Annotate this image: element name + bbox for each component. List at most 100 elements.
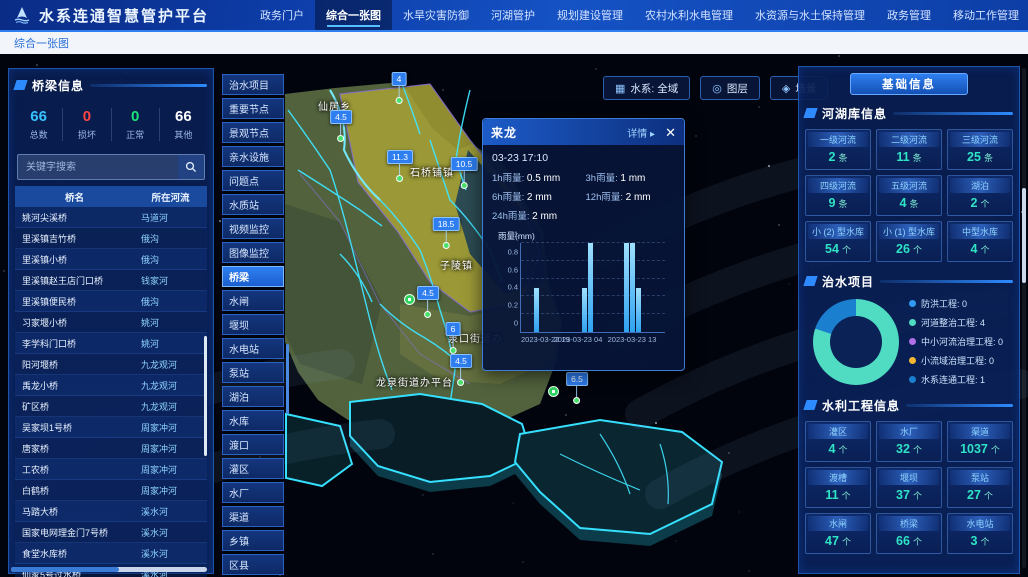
map-marker[interactable]: 18.5 [432,217,460,249]
river-cell: 姚河 [141,338,160,349]
layer-menu-item[interactable]: 治水项目 [222,74,284,95]
layer-menu-item[interactable]: 区县 [222,554,284,575]
table-vertical-scrollbar[interactable] [204,336,207,456]
map-control-button[interactable]: ▦ 水系: 全域 [603,76,691,100]
rain-bar[interactable] [630,243,635,332]
table-row[interactable]: 白鹤桥 周家冲河 [15,480,207,501]
table-row[interactable]: 里溪镇便民桥 俄沟 [15,291,207,312]
nav-tab[interactable]: 移动工作管理 [953,10,1020,22]
table-row[interactable]: 禹龙小桥 九龙观河 [15,375,207,396]
search-button[interactable] [178,155,204,179]
projects-donut-chart[interactable] [813,298,899,385]
table-row[interactable]: 姚河尖溪桥 马道河 [15,207,207,228]
map-marker[interactable]: 6 [445,322,461,354]
table-row[interactable]: 矿区桥 九龙观河 [15,396,207,417]
stat-value: 66 [30,107,47,125]
layer-menu-item[interactable]: 图像监控 [222,242,284,263]
close-icon[interactable]: ✕ [665,124,676,140]
stat-card[interactable]: 水厂 32 个 [876,421,942,462]
table-row[interactable]: 马踏大桥 溪水河 [15,501,207,522]
stat-card[interactable]: 小 (2) 型水库 54 个 [805,221,871,262]
layer-menu-item[interactable]: 乡镇 [222,530,284,551]
map-marker[interactable]: 4.5 [330,110,352,142]
rain-bar[interactable] [534,287,539,332]
popup-detail-link[interactable]: 详情 ▸ [627,128,656,140]
layer-menu-item[interactable]: 灌区 [222,458,284,479]
table-row[interactable]: 里溪镇吉竹桥 俄沟 [15,228,207,249]
map-marker[interactable]: 4.5 [450,354,472,386]
rain-bar[interactable] [582,287,587,332]
map-marker[interactable]: 10.5 [450,157,478,189]
table-row[interactable]: 工农桥 周家冲河 [15,459,207,480]
table-row[interactable]: 阳河堰桥 九龙观河 [15,354,207,375]
layer-menu-item[interactable]: 水质站 [222,194,284,215]
stat-card[interactable]: 泵站 27 个 [947,467,1013,508]
rain-bar[interactable] [636,287,641,332]
stat-card[interactable]: 桥梁 66 个 [876,513,942,554]
map-control-button[interactable]: ◎ 图层 [700,76,760,100]
layer-menu-item[interactable]: 水库 [222,410,284,431]
stat-card[interactable]: 二级河流 11 条 [876,129,942,170]
map-marker[interactable]: 4.5 [417,286,439,318]
stat-card[interactable]: 堰坝 37 个 [876,467,942,508]
nav-tab[interactable]: 政务管理 [887,10,932,22]
layer-menu-item[interactable]: 景观节点 [222,122,284,143]
nav-tab[interactable]: 规划建设管理 [557,10,624,22]
nav-tab[interactable]: 水资源与水土保持管理 [755,10,866,22]
table-row[interactable]: 里溪镇小桥 俄沟 [15,249,207,270]
table-row[interactable]: 吴家坝1号桥 周家冲河 [15,417,207,438]
layer-menu-item[interactable]: 湖泊 [222,386,284,407]
nav-tab[interactable]: 农村水利水电管理 [645,10,734,22]
map-marker[interactable]: 11.3 [387,150,413,182]
right-panel-scrollbar[interactable] [1022,68,1026,568]
stat-card[interactable]: 渡槽 11 个 [805,467,871,508]
map-marker[interactable]: 6.5 [566,372,588,404]
stat-card[interactable]: 三级河流 25 条 [947,129,1013,170]
stat-card[interactable]: 小 (1) 型水库 26 个 [876,221,942,262]
layer-menu-item[interactable]: 桥梁 [222,266,284,287]
camera-icon[interactable] [548,386,559,397]
map-marker[interactable]: 4 [391,72,407,104]
rain-bar[interactable] [588,243,593,332]
basic-info-button[interactable]: 基础信息 [850,73,968,95]
stat-card[interactable]: 水闸 47 个 [805,513,871,554]
stat-card[interactable]: 渠道 1037 个 [947,421,1013,462]
metric-value: 2 mm [532,211,558,222]
layer-menu-item[interactable]: 重要节点 [222,98,284,119]
table-row[interactable]: 习家堰小桥 姚河 [15,312,207,333]
layer-menu-item[interactable]: 堰坝 [222,314,284,335]
layer-menu-item[interactable]: 渡口 [222,434,284,455]
table-horizontal-scrollbar[interactable] [11,567,207,572]
nav-tab[interactable]: 水旱灾害防御 [403,10,470,22]
table-row[interactable]: 食堂水库桥 溪水河 [15,543,207,564]
marker-dot-icon [337,135,345,142]
search-input[interactable] [18,155,178,179]
layer-menu-item[interactable]: 问题点 [222,170,284,191]
layer-menu-item[interactable]: 水电站 [222,338,284,359]
camera-icon[interactable] [404,294,415,305]
nav-tab[interactable]: 河湖管护 [491,10,536,22]
table-row[interactable]: 唐家桥 周家冲河 [15,438,207,459]
table-row[interactable]: 里溪镇赵王店门口桥 钱家河 [15,270,207,291]
nav-tab[interactable]: 综合一张图 [315,0,393,30]
table-row[interactable]: 国家电网理金门7号桥 溪水河 [15,522,207,543]
layer-menu-item[interactable]: 视频监控 [222,218,284,239]
layer-menu-item[interactable]: 渠道 [222,506,284,527]
layer-menu-item[interactable]: 水厂 [222,482,284,503]
layer-menu-item[interactable]: 亲水设施 [222,146,284,167]
river-cell: 俄沟 [141,254,160,265]
breadcrumb[interactable]: 综合一张图 [14,38,69,50]
layer-menu-item[interactable]: 水闸 [222,290,284,311]
rain-bar[interactable] [623,243,629,332]
nav-tab[interactable]: 政务门户 [260,10,305,22]
layer-menu-item[interactable]: 泵站 [222,362,284,383]
table-row[interactable]: 李学科门口桥 姚河 [15,333,207,354]
layer-menu-scrollbar[interactable] [286,344,289,414]
